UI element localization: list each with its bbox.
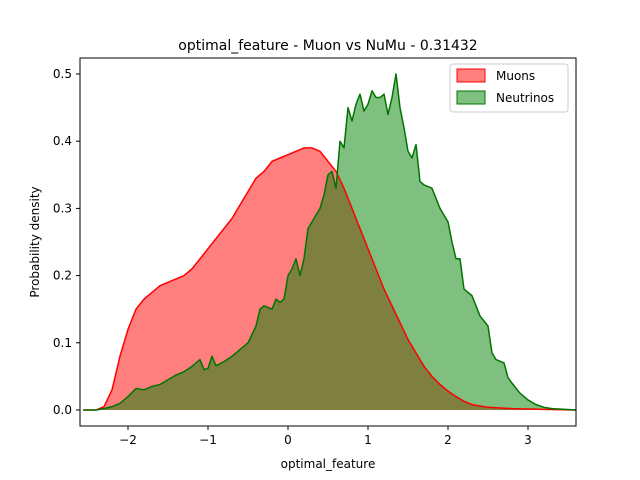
x-tick-label: −1: [199, 433, 217, 447]
y-tick-label: 0.2: [53, 269, 72, 283]
plot-frame: [79, 57, 577, 427]
legend-swatch-neutrinos: [456, 90, 486, 105]
legend-label-neutrinos: Neutrinos: [496, 91, 554, 105]
x-tick-label: 1: [364, 433, 372, 447]
y-axis-label: Probability density: [28, 186, 42, 297]
y-tick-label: 0.5: [53, 67, 72, 81]
series-layer: [83, 73, 577, 411]
legend: Muons Neutrinos: [449, 63, 569, 113]
x-tick-label: −2: [119, 433, 137, 447]
y-tick-label: 0.0: [53, 403, 72, 417]
y-tick-label: 0.3: [53, 201, 72, 215]
x-axis-ticks: −2 −1 0 1 2 3: [119, 426, 532, 447]
y-tick-label: 0.1: [53, 336, 72, 350]
line-neutrinos: [83, 73, 577, 411]
x-tick-label: 0: [284, 433, 292, 447]
x-tick-label: 3: [524, 433, 532, 447]
y-tick-label: 0.4: [53, 134, 72, 148]
chart-title: optimal_feature - Muon vs NuMu - 0.31432: [178, 38, 477, 54]
x-axis-label: optimal_feature: [281, 457, 376, 471]
y-axis-ticks: 0.0 0.1 0.2 0.3 0.4 0.5: [53, 67, 80, 417]
legend-label-muons: Muons: [496, 69, 535, 83]
area-fill-neutrinos: [83, 74, 576, 410]
x-tick-label: 2: [444, 433, 452, 447]
legend-swatch-muons: [456, 68, 486, 83]
line-muons: [83, 147, 577, 411]
